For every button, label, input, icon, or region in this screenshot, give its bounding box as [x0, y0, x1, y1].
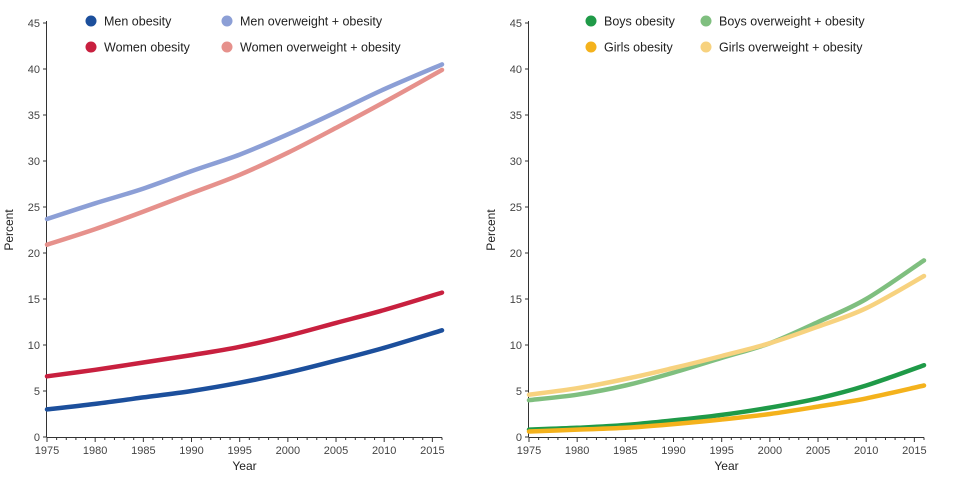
series-line-men-obesity [44, 328, 445, 412]
legend-marker-women-obesity [85, 41, 97, 53]
x-tick-label: 2005 [806, 445, 830, 457]
series-line-men-overweight-obesity [44, 62, 445, 222]
x-tick-label: 1980 [565, 445, 589, 457]
y-tick-label: 0 [34, 432, 40, 444]
x-tick-label: 1990 [179, 445, 203, 457]
legend-marker-boys-obesity [585, 15, 597, 27]
legend-marker-men-overweight-obesity [221, 15, 233, 27]
y-axis-title: Percent [484, 209, 498, 251]
x-tick-label: 2010 [854, 445, 878, 457]
series-line-boys-overweight-obesity [526, 258, 927, 403]
x-tick-label: 1975 [517, 445, 541, 457]
legend-label-women-overweight-obesity: Women overweight + obesity [240, 41, 401, 55]
y-tick-label: 5 [516, 386, 522, 398]
y-tick-label: 30 [510, 156, 522, 168]
y-tick-label: 40 [510, 64, 522, 76]
legend-label-girls-overweight-obesity: Girls overweight + obesity [719, 41, 863, 55]
y-tick-label: 20 [510, 248, 522, 260]
x-tick-label: 1990 [661, 445, 685, 457]
series-line-girls-obesity [526, 383, 927, 434]
y-tick-label: 45 [510, 18, 522, 30]
x-tick-label: 1995 [227, 445, 251, 457]
x-axis-title: Year [232, 459, 256, 473]
series-line-girls-overweight-obesity [526, 273, 927, 397]
legend-label-girls-obesity: Girls obesity [604, 41, 674, 55]
legend-label-boys-overweight-obesity: Boys overweight + obesity [719, 15, 865, 29]
y-tick-label: 10 [28, 340, 40, 352]
x-tick-label: 2005 [324, 445, 348, 457]
y-tick-label: 0 [516, 432, 522, 444]
y-tick-label: 40 [28, 64, 40, 76]
legend-label-women-obesity: Women obesity [104, 41, 191, 55]
y-tick-label: 35 [510, 110, 522, 122]
x-tick-label: 1980 [83, 445, 107, 457]
legend-marker-men-obesity [85, 15, 97, 27]
y-tick-label: 10 [510, 340, 522, 352]
y-tick-label: 25 [28, 202, 40, 214]
legend: Men obesity Women obesity Men overweight +… [85, 15, 401, 55]
legend: Boys obesity Girls obesity Boys overweight… [585, 15, 865, 55]
series-line-women-overweight-obesity [44, 67, 445, 247]
legend-label-boys-obesity: Boys obesity [604, 15, 676, 29]
x-tick-label: 2015 [420, 445, 444, 457]
x-tick-label: 2010 [372, 445, 396, 457]
y-tick-label: 15 [510, 294, 522, 306]
legend-marker-boys-overweight-obesity [700, 15, 712, 27]
y-tick-label: 25 [510, 202, 522, 214]
legend-marker-girls-overweight-obesity [700, 41, 712, 53]
series-line-women-obesity [44, 290, 445, 379]
chart-panel-2: 0 5 10 15 20 25 30 35 40 45 1975 1980 1985 1990 1995 20… [484, 15, 927, 474]
x-tick-label: 1985 [131, 445, 155, 457]
x-tick-label: 1995 [709, 445, 733, 457]
x-tick-label: 2000 [758, 445, 782, 457]
legend-marker-women-overweight-obesity [221, 41, 233, 53]
y-tick-label: 30 [28, 156, 40, 168]
legend-label-men-obesity: Men obesity [104, 15, 172, 29]
x-axis-title: Year [714, 459, 738, 473]
y-tick-label: 20 [28, 248, 40, 260]
y-tick-label: 5 [34, 386, 40, 398]
x-tick-label: 2015 [902, 445, 926, 457]
legend-label-men-overweight-obesity: Men overweight + obesity [240, 15, 383, 29]
legend-marker-girls-obesity [585, 41, 597, 53]
y-tick-label: 15 [28, 294, 40, 306]
y-axis-title: Percent [2, 209, 16, 251]
x-tick-label: 2000 [276, 445, 300, 457]
y-tick-label: 45 [28, 18, 40, 30]
x-tick-label: 1975 [35, 445, 59, 457]
x-tick-label: 1985 [613, 445, 637, 457]
y-tick-label: 35 [28, 110, 40, 122]
chart-panel-1: 0 5 10 15 20 25 30 35 40 45 1975 1980 1985 1990 1995 20… [2, 15, 445, 474]
